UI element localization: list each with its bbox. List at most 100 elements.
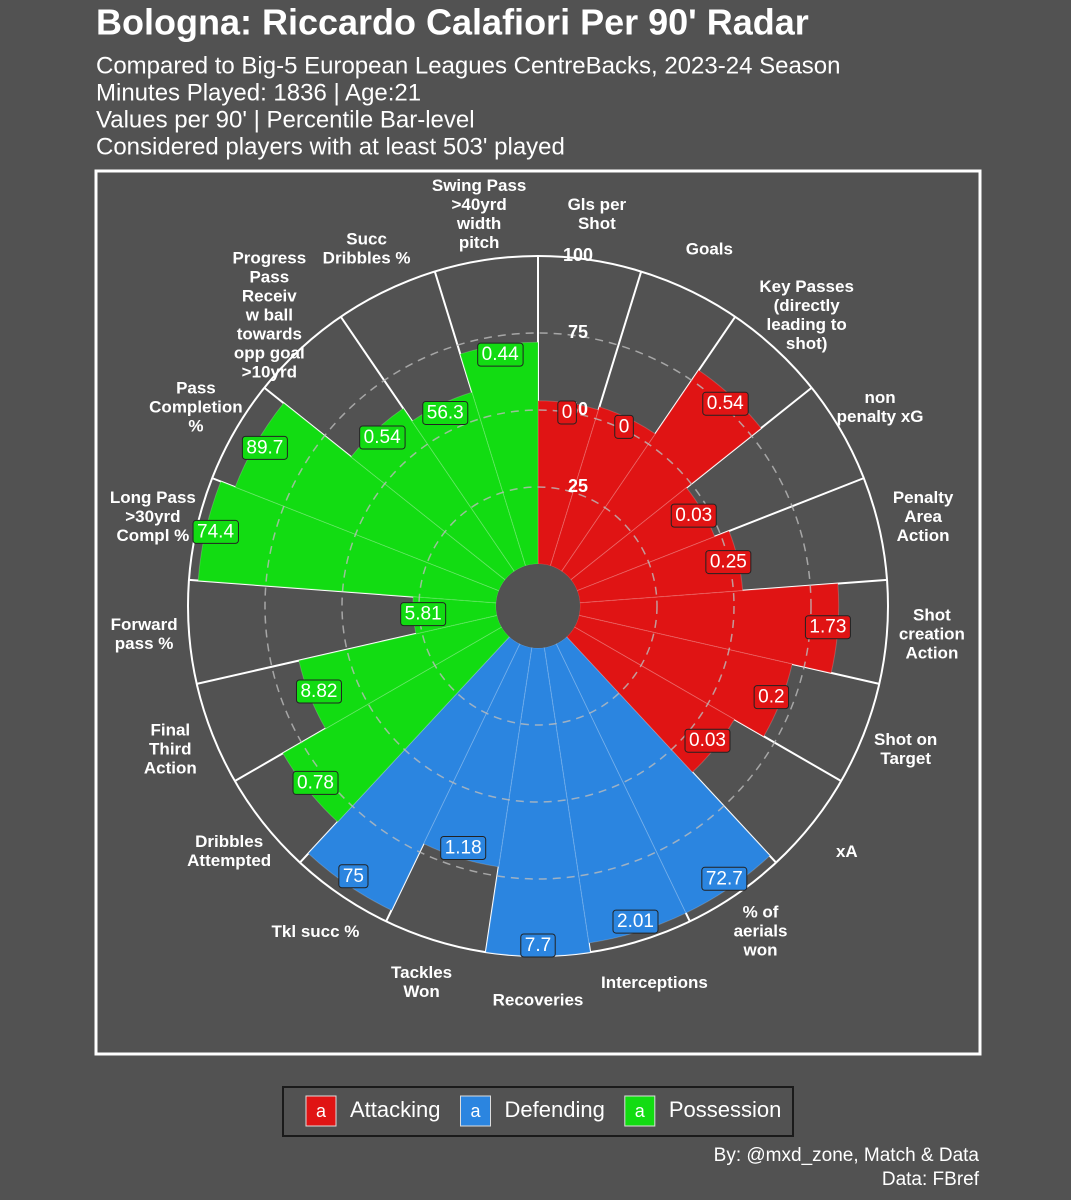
value-label-group: 0.54 xyxy=(702,391,749,416)
value-label-group: 75 xyxy=(338,864,369,889)
value-label: 0.54 xyxy=(364,427,401,448)
legend-label: Possession xyxy=(669,1097,782,1122)
category-label: Final Third Action xyxy=(144,721,197,778)
value-label-box xyxy=(557,400,577,425)
value-label-group: 89.7 xyxy=(241,435,288,460)
value-label-box xyxy=(684,728,731,753)
legend-label: Defending xyxy=(505,1097,605,1122)
value-label-group: 0.54 xyxy=(359,425,406,450)
value-label: 0.03 xyxy=(675,505,712,526)
legend-key xyxy=(460,1095,491,1127)
value-label-group: 0.2 xyxy=(753,685,790,710)
value-label-box xyxy=(192,519,239,544)
category-label: Key Passes (directly leading to shot) xyxy=(759,277,854,353)
category-label: Progress Pass Receiv w ball towards opp goal >… xyxy=(232,249,306,382)
value-label: 0.44 xyxy=(482,344,519,365)
value-label-box xyxy=(670,503,717,528)
value-label-group: 0 xyxy=(557,400,577,425)
grid-circle xyxy=(341,409,735,803)
category-label: Forward pass % xyxy=(111,616,178,654)
value-label-box xyxy=(804,615,851,640)
legend-key-glyph: a xyxy=(316,1101,327,1121)
legend-key xyxy=(624,1095,656,1127)
category-label: Recoveries xyxy=(493,990,584,1009)
category-label: Swing Pass >40yrd width pitch xyxy=(432,176,526,252)
category-label: Shot on Target xyxy=(874,730,937,768)
subtitle: Values per 90' | Percentile Bar-level xyxy=(96,106,475,133)
value-label-group: 5.81 xyxy=(400,602,447,627)
value-label: 0.78 xyxy=(297,772,334,793)
subtitle: Considered players with at least 503' pl… xyxy=(96,133,565,160)
r-tick-label: 75 xyxy=(568,322,588,342)
category-label: Dribbles Attempted xyxy=(187,832,271,870)
category-label: Goals xyxy=(686,240,733,259)
subtitle: Minutes Played: 1836 | Age:21 xyxy=(96,79,421,106)
value-label-group: 8.82 xyxy=(295,679,342,704)
value-label: 0.54 xyxy=(707,393,744,414)
value-label: 74.4 xyxy=(197,521,234,542)
value-label-box xyxy=(614,414,634,439)
value-label-group: 56.3 xyxy=(422,400,469,425)
value-label-box xyxy=(520,933,556,958)
grid-circle xyxy=(418,486,658,726)
legend-key-glyph: a xyxy=(470,1101,481,1121)
value-label-group: 0.03 xyxy=(684,728,731,753)
subtitle: Compared to Big-5 European Leagues Centr… xyxy=(96,52,840,79)
legend-key xyxy=(305,1095,337,1127)
value-label-box xyxy=(705,550,752,575)
value-label-box xyxy=(359,425,406,450)
caption: Data: FBref xyxy=(882,1169,980,1190)
value-label: 0.2 xyxy=(758,687,784,708)
grid-circle xyxy=(264,332,812,880)
value-label: 75 xyxy=(343,866,364,887)
value-label-box xyxy=(400,602,447,627)
category-label: xA xyxy=(836,842,858,861)
value-label-box xyxy=(422,400,469,425)
value-label-box xyxy=(440,836,487,861)
value-label: 2.01 xyxy=(617,911,654,932)
legend-box xyxy=(282,1086,794,1137)
category-label: Interceptions xyxy=(601,973,708,992)
value-label-group: 0 xyxy=(614,414,634,439)
value-label-box xyxy=(701,866,748,891)
category-label: non penalty xG xyxy=(837,388,924,426)
value-label: 1.73 xyxy=(809,617,846,638)
value-label-group: 0.25 xyxy=(705,550,752,575)
value-label-box xyxy=(702,391,749,416)
value-label-group: 74.4 xyxy=(192,519,239,544)
value-label: 1.18 xyxy=(445,838,482,859)
legend-label: Attacking xyxy=(350,1097,441,1122)
value-label: 8.82 xyxy=(300,681,337,702)
category-label: Gls per Shot xyxy=(568,195,627,233)
value-label-box xyxy=(753,685,790,710)
category-label: Succ Dribbles % xyxy=(323,230,411,268)
value-label: 0 xyxy=(619,416,630,437)
value-label: 7.7 xyxy=(525,935,551,956)
category-label: Tackles Won xyxy=(391,963,452,1001)
category-label: Pass Completion% xyxy=(149,379,243,436)
value-label-box xyxy=(295,679,342,704)
r-tick-label: 25 xyxy=(568,476,588,496)
value-label-group: 0.03 xyxy=(670,503,717,528)
inner-hole xyxy=(496,564,580,648)
value-label-group: 7.7 xyxy=(520,933,556,958)
value-label: 0.03 xyxy=(689,730,726,751)
value-label-box xyxy=(477,342,524,367)
category-label: % of aerials won xyxy=(734,903,788,960)
category-label: Long Pass >30yrd Compl % xyxy=(110,489,196,546)
category-label: Shot creation Action xyxy=(899,606,965,663)
category-label: Tkl succ % xyxy=(272,922,360,941)
category-label: Penalty Area Action xyxy=(893,489,954,546)
panel-border xyxy=(94,169,982,1056)
value-label: 72.7 xyxy=(706,868,743,889)
value-label-group: 0.44 xyxy=(477,342,524,367)
value-label: 0 xyxy=(562,402,573,423)
r-tick-label: 100 xyxy=(563,245,593,265)
caption: By: @mxd_zone, Match & Data xyxy=(714,1145,980,1166)
value-label: 56.3 xyxy=(427,402,464,423)
value-label-group: 0.78 xyxy=(292,770,339,795)
chart-title: Bologna: Riccardo Calafiori Per 90' Rada… xyxy=(96,2,809,43)
legend-key-glyph: a xyxy=(635,1101,646,1121)
value-label-box xyxy=(612,909,659,934)
